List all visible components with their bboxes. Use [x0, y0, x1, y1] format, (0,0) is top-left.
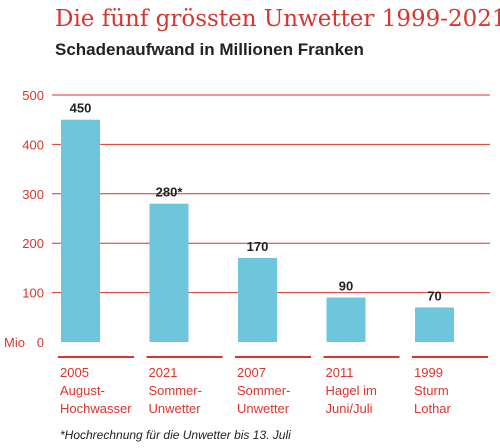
data-label: 70	[427, 288, 441, 303]
x-tick-label-line: 2007	[237, 365, 266, 380]
chart-title: Die fünf grössten Unwetter 1999-2021	[55, 6, 500, 32]
y-tick-label: 300	[22, 187, 44, 202]
chart-subtitle: Schadenaufwand in Millionen Franken	[55, 40, 364, 59]
y-tick-label: 400	[22, 137, 44, 152]
x-tick-label-line: Sommer-	[237, 383, 290, 398]
x-tick-label-line: Sturm	[414, 383, 449, 398]
bar	[238, 258, 277, 342]
bar	[61, 119, 100, 342]
x-tick-label-line: Unwetter	[149, 401, 202, 416]
x-tick-label-line: 2021	[149, 365, 178, 380]
x-tick-label-line: August-	[60, 383, 105, 398]
data-label: 90	[339, 279, 353, 294]
bar	[415, 307, 454, 342]
x-tick-label-line: Sommer-	[149, 383, 202, 398]
data-label: 280*	[156, 185, 184, 200]
data-label: 450	[70, 101, 92, 116]
y-tick-label: 100	[22, 286, 44, 301]
x-tick-label-line: Juni/Juli	[326, 401, 373, 416]
data-label: 170	[247, 239, 269, 254]
y-tick-label: 0	[37, 335, 44, 350]
x-tick-label: 1999 Sturm Lothar	[414, 365, 452, 416]
x-tick-label-line: 2011	[326, 365, 354, 380]
y-tick-label: 500	[22, 88, 44, 103]
x-tick-label: 2005 August- Hochwasser	[60, 365, 132, 416]
x-tick-label-line: Lothar	[414, 401, 452, 416]
x-tick-label-line: 2005	[60, 365, 89, 380]
x-tick-label: 2021 Sommer- Unwetter	[149, 365, 202, 416]
y-axis-label: Mio	[4, 335, 25, 350]
x-tick-label: 2011 Hagel im Juni/Juli	[326, 365, 377, 416]
footnote: *Hochrechnung für die Unwetter bis 13. J…	[60, 428, 291, 442]
x-tick-label-line: 1999	[414, 365, 443, 380]
y-tick-label: 200	[22, 236, 44, 251]
x-tick-label-line: Hochwasser	[60, 401, 132, 416]
x-tick-label: 2007 Sommer- Unwetter	[237, 365, 290, 416]
x-tick-label-line: Hagel im	[326, 383, 377, 398]
bar	[149, 203, 189, 342]
x-tick-label-line: Unwetter	[237, 401, 290, 416]
bar	[326, 297, 366, 342]
